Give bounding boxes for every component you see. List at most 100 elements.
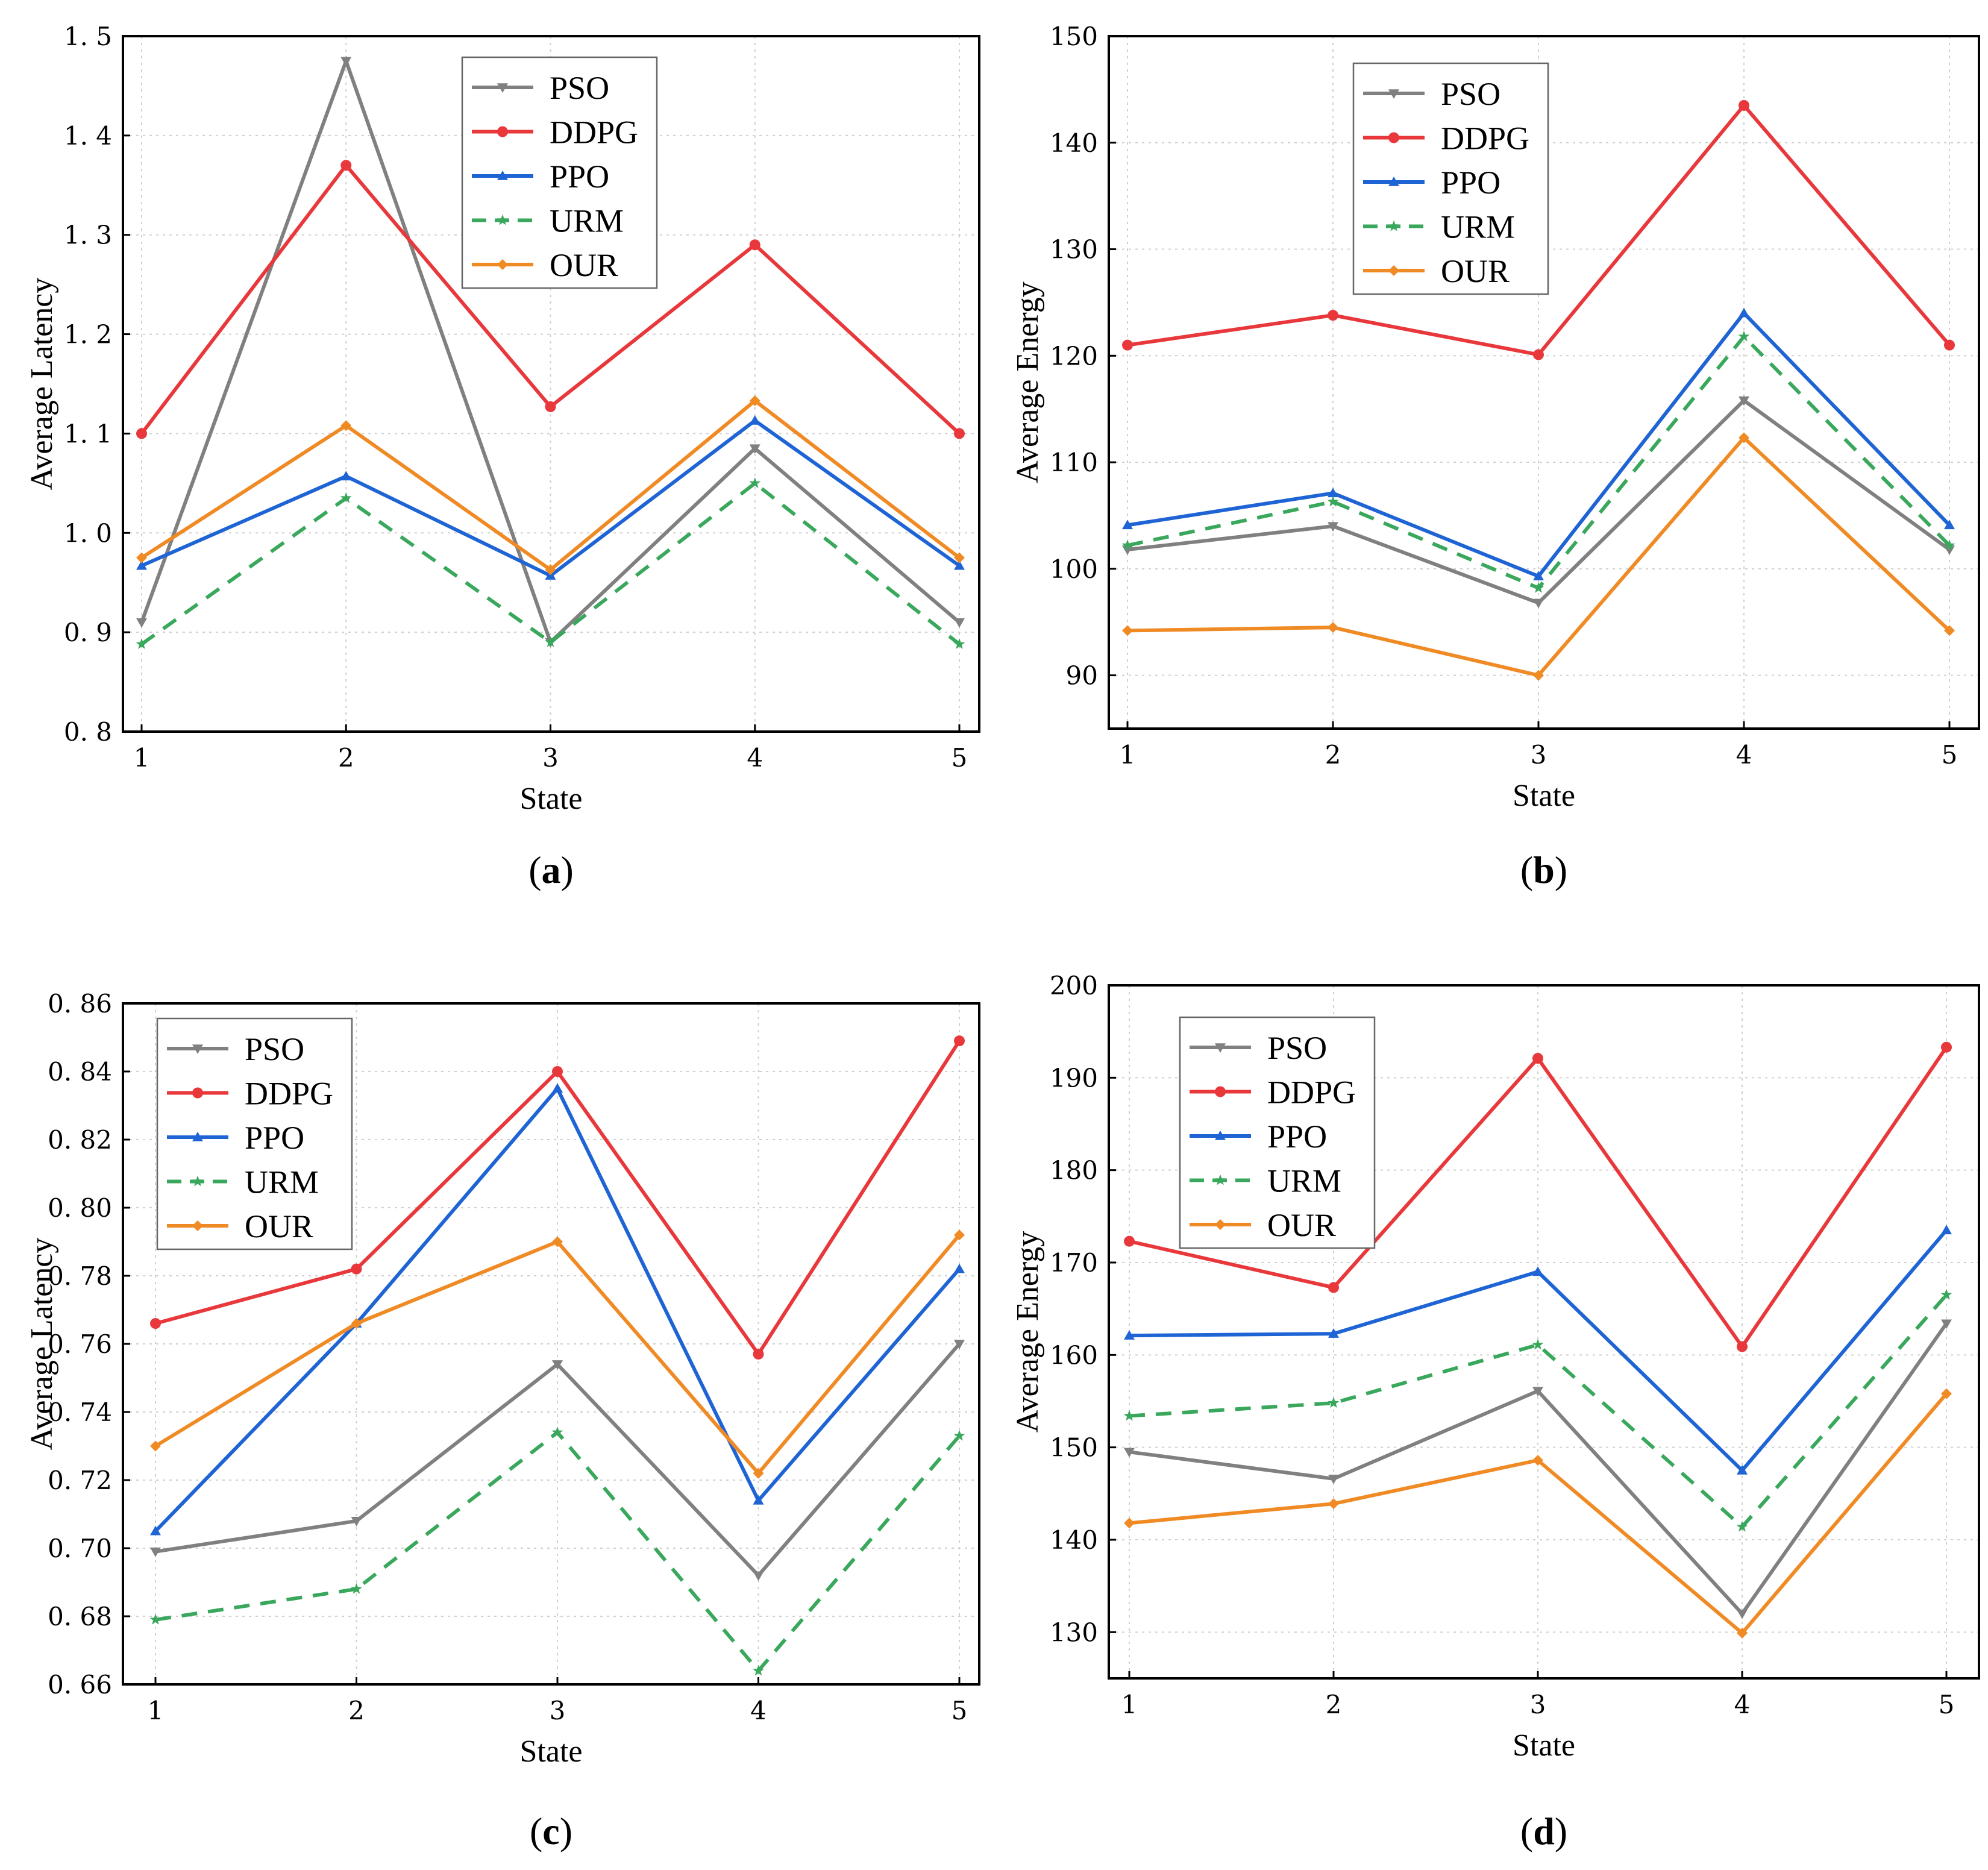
y-tick-label: 0. 66 [48, 1670, 112, 1699]
y-tick-label: 120 [1050, 341, 1098, 371]
data-point-ddpg [1739, 99, 1749, 111]
y-tick-label: 90 [1066, 661, 1098, 691]
data-point-pso [340, 57, 352, 67]
legend-marker-our [192, 1220, 203, 1231]
y-tick-label: 160 [1050, 1340, 1098, 1370]
data-point-ddpg [136, 428, 147, 439]
legend: PSO DDPG PPO URM OUR [461, 56, 658, 289]
legend-marker-ppo [192, 1132, 203, 1141]
x-axis-title: State [1513, 1728, 1575, 1763]
legend-marker-pso [1215, 1043, 1226, 1053]
data-point-our [1328, 622, 1338, 633]
y-tick-label: 1. 1 [64, 419, 112, 448]
y-tick-label: 140 [1050, 128, 1098, 158]
data-point-urm [351, 1583, 362, 1594]
series-pso [150, 1340, 965, 1581]
panel-caption: (d) [1520, 1810, 1567, 1853]
data-point-ddpg [1737, 1341, 1748, 1352]
series-urm [136, 477, 965, 649]
legend-marker-urm [192, 1175, 204, 1187]
series-ppo [1124, 1225, 1952, 1475]
legend-label-ppo: PPO [550, 158, 609, 195]
legend: PSO DDPG PPO URM OUR [1352, 62, 1549, 295]
data-point-our [1533, 670, 1544, 681]
series-our [1122, 432, 1955, 681]
y-tick-label: 1. 3 [64, 221, 112, 250]
series-our [136, 395, 965, 576]
data-point-ppo [1944, 519, 1955, 530]
y-tick-label: 200 [1050, 971, 1098, 1000]
y-axis-title: Average Latency [25, 278, 59, 491]
y-tick-label: 0. 78 [48, 1261, 112, 1291]
data-point-ppo [1124, 1330, 1135, 1340]
data-point-urm [953, 638, 965, 649]
data-point-ddpg [1532, 1053, 1543, 1064]
legend-marker-ddpg [1388, 132, 1399, 143]
legend-label-our: OUR [550, 247, 618, 283]
y-tick-label: 1. 2 [64, 320, 112, 350]
data-point-pso [1737, 1609, 1748, 1619]
plot-frame [1108, 984, 1980, 1680]
series-line-ppo [140, 418, 961, 578]
y-tick-label: 0. 74 [48, 1398, 112, 1427]
x-tick-label: 1 [148, 1696, 164, 1725]
data-point-urm [1532, 582, 1544, 593]
legend-label-pso: PSO [1441, 76, 1500, 112]
legend-label-pso: PSO [550, 70, 609, 106]
data-point-ddpg [545, 401, 556, 412]
data-point-our [954, 1229, 965, 1241]
x-tick-label: 5 [1942, 740, 1958, 770]
x-tick-label: 1 [1120, 740, 1136, 770]
data-point-pso [753, 1571, 764, 1581]
panel-caption-letter: a [542, 849, 561, 891]
data-point-urm [1121, 539, 1134, 550]
y-tick-label: 0. 70 [48, 1534, 112, 1563]
y-tick-label: 0. 86 [48, 989, 112, 1018]
x-axis-title: State [520, 782, 583, 816]
legend-label-ppo: PPO [1441, 165, 1500, 201]
data-point-pso [1328, 522, 1338, 532]
data-point-urm [753, 1664, 764, 1676]
series-urm [1121, 330, 1955, 593]
x-tick-label: 1 [1121, 1690, 1138, 1719]
data-point-ppo [1328, 488, 1338, 498]
data-point-urm [1532, 1338, 1544, 1350]
data-point-ddpg [1122, 339, 1133, 351]
data-point-our [351, 1318, 362, 1329]
legend-label-urm: URM [1267, 1163, 1341, 1199]
legend-marker-our [1388, 265, 1399, 276]
data-point-ddpg [340, 160, 352, 171]
data-point-urm [1736, 1520, 1748, 1532]
y-tick-label: 0. 82 [48, 1125, 112, 1155]
data-point-ppo [1533, 571, 1544, 580]
series-urm [1123, 1288, 1952, 1532]
legend-marker-ddpg [497, 126, 508, 137]
legend-label-our: OUR [1267, 1207, 1336, 1243]
series-ddpg [1124, 1041, 1952, 1352]
series-our [150, 1229, 965, 1479]
legend-label-ddpg: DDPG [1441, 121, 1529, 157]
x-tick-label: 2 [338, 743, 354, 773]
legend-marker-pso [192, 1044, 203, 1054]
data-point-our [1944, 625, 1955, 636]
legend-label-our: OUR [245, 1208, 313, 1244]
series-ddpg [136, 160, 965, 439]
series-line-urm [1129, 1293, 1948, 1530]
data-point-urm [1943, 539, 1955, 550]
data-point-ppo [136, 560, 147, 570]
legend-marker-our [1215, 1219, 1226, 1230]
data-point-ppo [150, 1525, 161, 1536]
data-point-our [1739, 432, 1749, 444]
x-tick-label: 3 [1530, 1690, 1546, 1719]
y-tick-label: 0. 80 [48, 1193, 112, 1223]
data-point-ddpg [552, 1066, 563, 1077]
legend-label-urm: URM [1441, 209, 1515, 245]
x-tick-label: 2 [1326, 1690, 1342, 1719]
data-point-our [1532, 1455, 1543, 1466]
y-tick-label: 1. 4 [64, 121, 112, 151]
series-urm [149, 1426, 965, 1676]
data-point-urm [340, 492, 352, 503]
data-point-urm [1328, 1397, 1340, 1408]
legend-marker-ddpg [1215, 1086, 1226, 1097]
y-tick-label: 180 [1050, 1156, 1098, 1185]
